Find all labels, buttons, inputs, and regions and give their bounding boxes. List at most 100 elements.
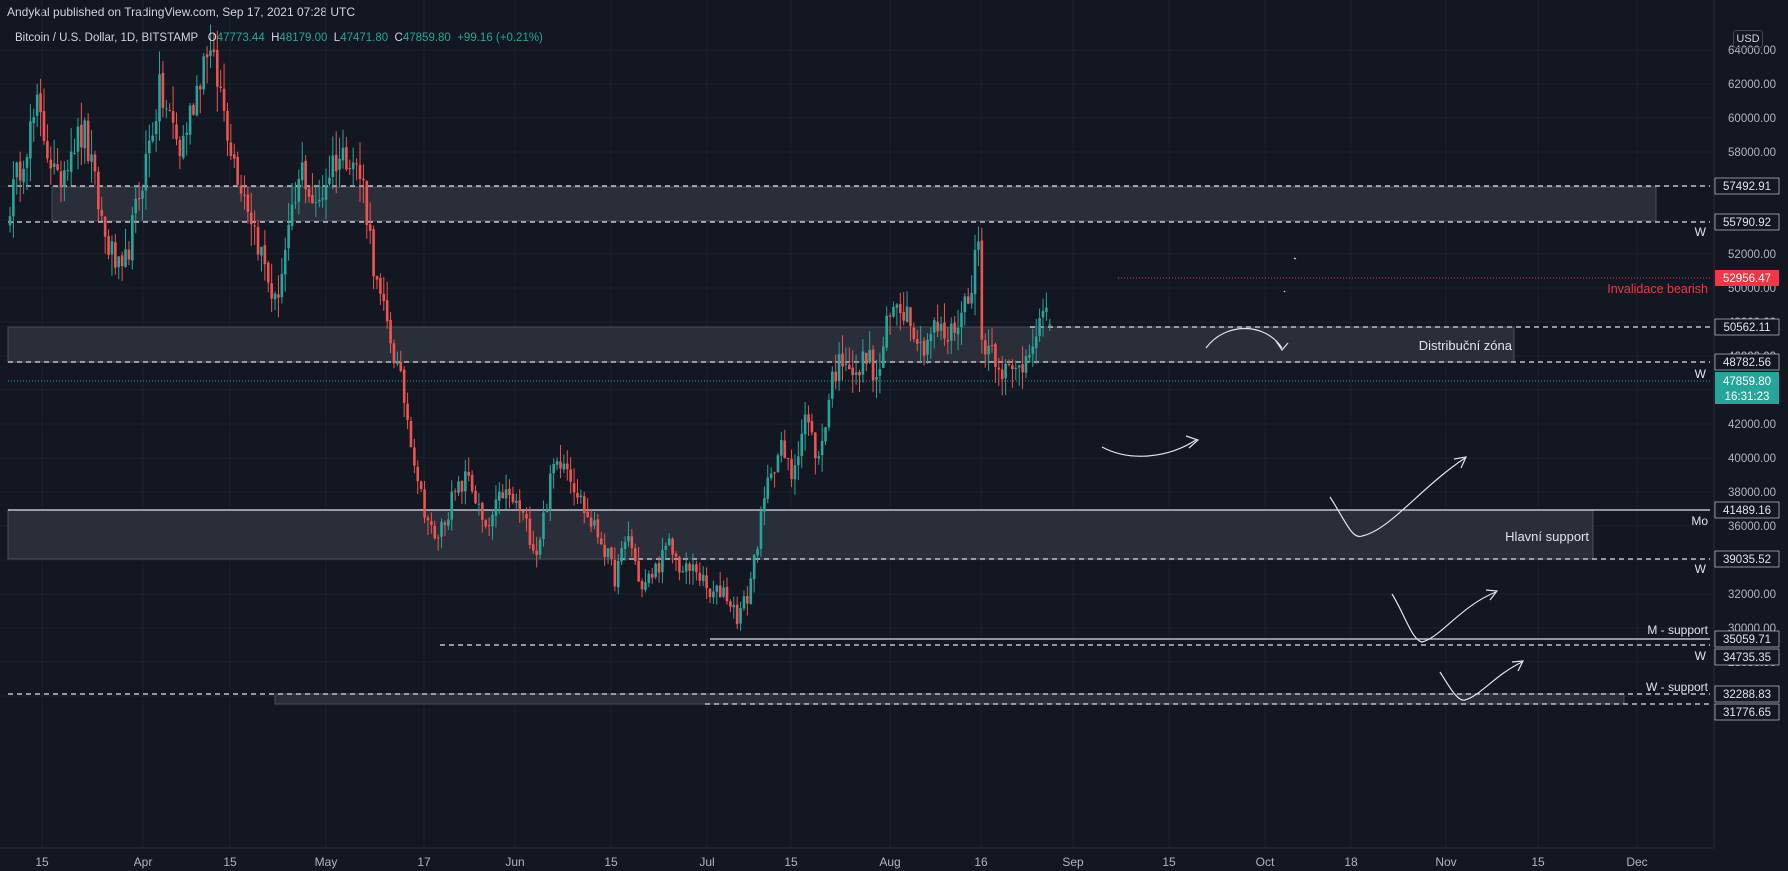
candle-up	[644, 582, 647, 590]
candle-up	[881, 346, 885, 368]
candle-down	[671, 538, 674, 555]
currency-button[interactable]: USD	[1733, 30, 1763, 48]
candle-up	[331, 155, 335, 177]
candle-up	[1014, 367, 1018, 369]
current-price-badge	[1715, 372, 1779, 404]
candle-down	[589, 517, 593, 527]
candle-up	[963, 296, 967, 313]
candle-up	[144, 153, 148, 191]
candle-down	[127, 249, 131, 260]
price-label-55790-bg	[1714, 213, 1780, 231]
candle-down	[93, 154, 97, 172]
candle-down	[508, 488, 511, 495]
candle-down	[810, 421, 814, 433]
candle-down	[243, 194, 246, 196]
w-marker-2: W	[1695, 367, 1707, 381]
candle-down	[871, 349, 875, 381]
candle-down	[263, 245, 267, 265]
candle-up	[769, 473, 773, 478]
candle-down	[348, 168, 352, 170]
rebound-arrow-local-head	[1185, 435, 1200, 449]
candle-up	[131, 215, 134, 261]
price-label-35059: 35059.71	[1723, 634, 1771, 646]
w-marker-4: W	[1695, 649, 1707, 663]
rebound-arrow-m-support	[1391, 591, 1497, 643]
candle-down	[198, 86, 202, 90]
price-tick-label: 42000.00	[1728, 419, 1776, 431]
symbol-name: Bitcoin / U.S. Dollar, 1D, BITSTAMP	[15, 32, 199, 44]
candle-down	[773, 472, 776, 474]
candle-up	[12, 179, 15, 217]
candle-down	[379, 277, 382, 294]
candle-down	[49, 159, 53, 169]
price-label-32288-bg	[1714, 685, 1780, 703]
candle-down	[399, 362, 403, 371]
candle-down	[246, 194, 250, 212]
candle-down	[355, 163, 358, 165]
candle-up	[300, 162, 304, 181]
candlestick-series	[8, 24, 1052, 631]
candle-up	[15, 162, 19, 178]
candle-up	[515, 500, 518, 503]
candle-down	[402, 369, 406, 403]
candle-up	[141, 190, 144, 199]
candle-up	[895, 304, 899, 308]
candle-down	[375, 275, 379, 280]
candle-down	[46, 140, 49, 159]
candle-up	[579, 495, 583, 498]
candle-down	[525, 513, 528, 519]
candle-up	[701, 574, 705, 581]
candle-down	[107, 235, 110, 255]
candle-down	[470, 474, 474, 492]
current-price-value: 47859.80	[1723, 376, 1771, 388]
rebound-arrow-local	[1101, 439, 1197, 457]
candle-up	[661, 550, 664, 573]
time-axis[interactable]: 15 Apr 15 May 17 Jun 15 Jul 15 Aug 16 Sep 15 Oct 18 Nov…	[35, 855, 1647, 869]
low-label: L	[333, 32, 341, 44]
candle-up	[538, 539, 542, 555]
price-tick-label: 60000.00	[1728, 113, 1776, 125]
candle-down	[178, 139, 182, 157]
candle-down	[909, 307, 912, 327]
candle-down	[419, 481, 423, 489]
candle-down	[372, 229, 375, 277]
candle-down	[392, 343, 396, 364]
time-tick-label: Apr	[134, 855, 153, 869]
candle-up	[667, 538, 671, 546]
candle-down	[521, 510, 525, 513]
candle-up	[824, 427, 827, 442]
candle-up	[868, 350, 871, 363]
candle-up	[949, 323, 953, 341]
candle-up	[837, 354, 841, 382]
candle-down	[59, 171, 63, 188]
candle-down	[888, 315, 892, 317]
candle-down	[980, 240, 984, 340]
candle-up	[797, 456, 800, 466]
price-tick-label: 40000.00	[1728, 453, 1776, 465]
candle-down	[484, 519, 488, 527]
candle-down	[678, 557, 681, 573]
candle-up	[722, 587, 725, 597]
candle-up	[83, 120, 87, 149]
candle-down	[610, 547, 613, 560]
candle-down	[215, 50, 219, 87]
candle-up	[562, 463, 566, 470]
candle-up	[1031, 346, 1035, 355]
candle-up	[756, 548, 759, 556]
candle-down	[511, 493, 515, 503]
candle-down	[365, 180, 369, 226]
price-label-39035-bg	[1714, 550, 1780, 568]
time-tick-label: Jun	[505, 855, 524, 869]
price-label-50562: 50562.11	[1723, 322, 1770, 334]
symbol-legend[interactable]: Bitcoin / U.S. Dollar, 1D, BITSTAMP O477…	[15, 32, 543, 44]
candle-down	[423, 489, 426, 518]
candle-down	[406, 403, 409, 420]
price-tick-label: 58000.00	[1728, 147, 1776, 159]
time-tick-label: 18	[1344, 855, 1358, 869]
candle-down	[708, 588, 712, 598]
candle-up	[297, 178, 301, 202]
time-tick-label: 15	[35, 855, 49, 869]
candle-down	[841, 353, 844, 367]
candle-up	[1041, 311, 1045, 318]
